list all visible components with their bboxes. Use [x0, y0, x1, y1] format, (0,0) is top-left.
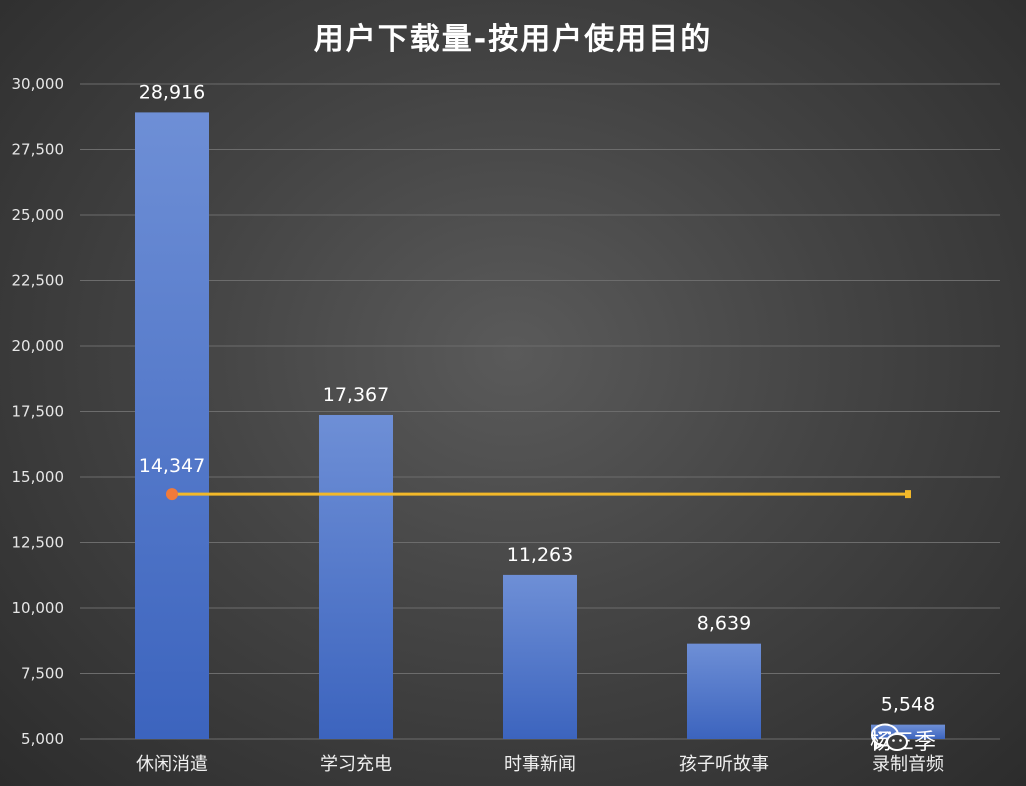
y-tick-label: 5,000	[21, 730, 64, 748]
y-tick-label: 20,000	[12, 337, 65, 355]
y-tick-label: 22,500	[12, 272, 65, 290]
data-labels: 28,916 17,367 11,263 8,639 5,548	[139, 81, 935, 715]
average-line-group: 14,347	[139, 455, 911, 501]
x-tick-label: 时事新闻	[504, 754, 576, 775]
x-tick-label: 休闲消遣	[136, 754, 208, 775]
bar-value-label: 28,916	[139, 81, 205, 103]
x-tick-label: 孩子听故事	[679, 754, 769, 775]
bar	[319, 414, 393, 739]
bar-value-label: 8,639	[697, 613, 751, 635]
average-value-label: 14,347	[139, 455, 205, 477]
wechat-icon	[871, 723, 908, 751]
y-tick-label: 27,500	[12, 141, 65, 159]
bar	[687, 643, 761, 739]
bar-value-label: 17,367	[323, 384, 389, 406]
y-axis-tick-labels: 5,000 7,500 10,000 12,500 15,000 17,500 20,000…	[12, 75, 65, 748]
y-tick-label: 17,500	[12, 403, 65, 421]
watermark: 杨三季	[870, 722, 936, 758]
bar-value-label: 5,548	[881, 694, 935, 716]
average-line-start-marker	[166, 488, 178, 501]
x-axis-tick-labels: 休闲消遣 学习充电 时事新闻 孩子听故事 录制音频	[136, 754, 944, 775]
bar	[135, 112, 209, 739]
average-line-end-marker	[905, 490, 911, 499]
y-tick-label: 10,000	[12, 599, 65, 617]
bars	[135, 112, 945, 739]
y-tick-label: 7,500	[21, 665, 64, 683]
x-tick-label: 录制音频	[872, 754, 944, 775]
bar-value-label: 11,263	[507, 544, 573, 566]
y-tick-label: 25,000	[12, 206, 65, 224]
bar	[503, 574, 577, 739]
x-tick-label: 学习充电	[320, 754, 392, 775]
y-tick-label: 12,500	[12, 534, 65, 552]
y-tick-label: 15,000	[12, 468, 65, 486]
y-tick-label: 30,000	[12, 75, 65, 93]
chart-title: 用户下载量-按用户使用目的	[313, 22, 713, 57]
